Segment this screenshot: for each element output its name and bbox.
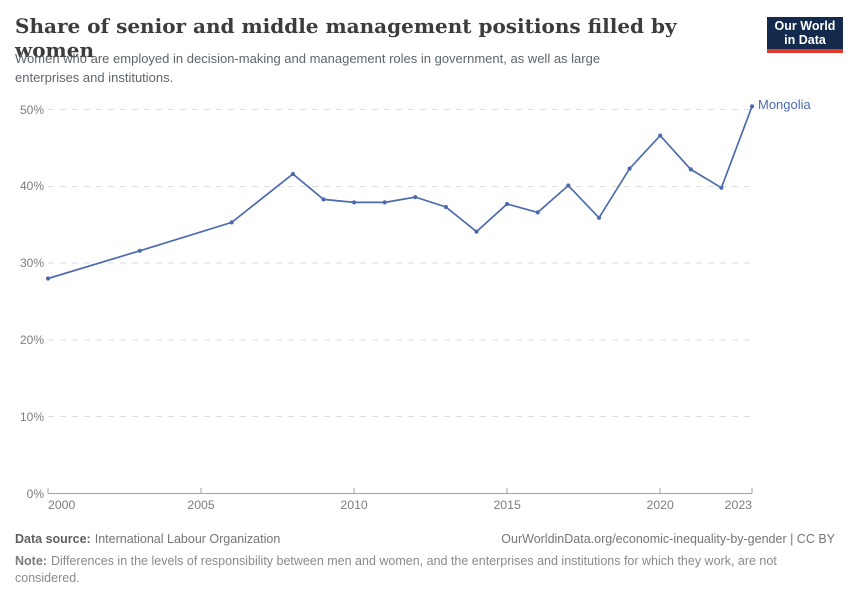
owid-logo-line2: in Data	[784, 32, 826, 47]
x-tick-label-2015: 2015	[493, 498, 521, 512]
y-tick-label-50: 50%	[19, 102, 44, 117]
y-tick-label-20: 20%	[19, 332, 44, 347]
attribution-link[interactable]: OurWorldinData.org/economic-inequality-b…	[501, 532, 835, 546]
y-tick-label-10: 10%	[19, 409, 44, 424]
footer-note-line1: Note: Differences in the levels of respon…	[15, 554, 777, 568]
data-source: Data source: International Labour Organiz…	[15, 531, 280, 548]
owid-logo: Our World in Data	[767, 17, 843, 53]
chart-subtitle: Women who are employed in decision-makin…	[15, 50, 715, 87]
y-tick-label-0: 0%	[26, 486, 44, 501]
chart-subtitle-line2: enterprises and institutions.	[15, 69, 174, 85]
owid-logo-line1: Our World	[774, 19, 836, 33]
x-tick-label-2005: 2005	[187, 498, 215, 512]
x-tick-label-2020: 2020	[646, 498, 674, 512]
x-tick-label-2000: 2000	[48, 498, 76, 512]
y-tick-label-40: 40%	[19, 179, 44, 194]
footer-note: Note: Differences in the levels of respon…	[15, 553, 830, 587]
chart-title: Share of senior and middle management po…	[15, 14, 677, 62]
gridlines	[48, 109, 752, 418]
footer-source-row: Data source: International Labour Organiz…	[15, 531, 835, 548]
data-point-markers	[45, 104, 755, 281]
x-axis	[47, 488, 753, 494]
data-line-mongolia	[47, 105, 753, 280]
x-tick-label-2010: 2010	[340, 498, 368, 512]
data-source-value: International Labour Organization	[94, 532, 281, 546]
data-source-label: Data source:	[15, 532, 91, 546]
series-label-mongolia: Mongolia	[758, 97, 811, 113]
y-tick-label-30: 30%	[19, 256, 44, 271]
footer-note-line2: considered.	[15, 571, 80, 585]
footer-note-label: Note:	[15, 554, 47, 568]
x-tick-label-2023: 2023	[724, 498, 752, 512]
chart-subtitle-line1: Women who are employed in decision-makin…	[15, 51, 601, 66]
